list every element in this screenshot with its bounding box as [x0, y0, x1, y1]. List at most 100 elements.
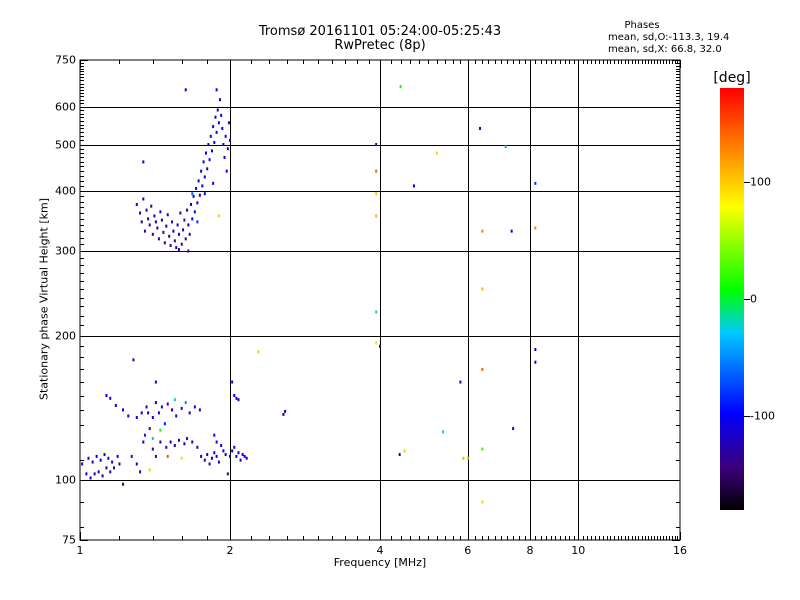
data-point	[139, 470, 142, 474]
data-point	[89, 476, 92, 480]
data-point	[226, 147, 229, 151]
data-point	[150, 204, 153, 208]
data-point	[237, 451, 240, 455]
data-point	[233, 445, 236, 449]
data-point	[203, 175, 206, 179]
data-point	[168, 234, 171, 238]
data-point	[162, 230, 165, 234]
data-point	[224, 453, 227, 457]
data-point	[157, 411, 160, 415]
data-point	[223, 155, 226, 159]
data-point	[204, 151, 207, 155]
data-point	[159, 428, 162, 432]
data-point	[399, 85, 402, 89]
data-point	[165, 445, 168, 449]
data-point	[222, 449, 225, 453]
data-point	[212, 125, 215, 129]
data-point	[481, 500, 484, 504]
data-point	[217, 121, 220, 125]
data-point	[193, 405, 196, 409]
data-point	[462, 456, 465, 460]
data-point	[163, 241, 166, 245]
data-point	[210, 456, 213, 460]
data-point	[241, 453, 244, 457]
data-point	[139, 211, 142, 215]
data-point	[375, 341, 378, 345]
data-point	[481, 287, 484, 291]
data-point	[95, 454, 98, 458]
data-point	[197, 179, 200, 183]
data-point	[186, 437, 189, 441]
data-point	[441, 430, 444, 434]
data-point	[169, 440, 172, 444]
data-point	[154, 454, 157, 458]
data-point	[222, 143, 225, 147]
x-tick-label: 8	[526, 544, 534, 557]
data-point	[105, 466, 108, 470]
data-point	[231, 380, 234, 384]
phases-stats-x-mode: mean, sd,X: 66.8, 32.0	[608, 44, 722, 55]
data-point	[135, 462, 138, 466]
phases-stats-o-mode: mean, sd,O:-113.3, 19.4	[608, 32, 730, 43]
data-point	[171, 220, 174, 224]
phases-stats-title: Phases	[624, 20, 660, 31]
data-point	[375, 214, 378, 218]
data-point	[142, 440, 145, 444]
data-point	[127, 414, 130, 418]
data-point	[189, 202, 192, 206]
colorbar-label: [deg]	[713, 70, 751, 86]
data-point	[510, 229, 513, 233]
data-point	[151, 415, 154, 419]
data-point	[145, 208, 148, 212]
data-point	[379, 344, 381, 348]
data-point	[479, 126, 482, 130]
y-tick-label: 300	[55, 244, 76, 258]
data-point	[173, 239, 176, 243]
y-tick-label: 200	[55, 329, 76, 343]
data-point	[198, 193, 201, 197]
data-point	[481, 447, 484, 451]
data-point	[229, 454, 231, 458]
data-point	[191, 217, 194, 221]
data-point	[111, 460, 114, 464]
data-point	[215, 130, 218, 134]
data-point	[210, 149, 213, 153]
x-tick-label: 1	[76, 544, 84, 557]
data-point	[101, 474, 104, 478]
data-point	[154, 380, 157, 384]
data-point	[534, 226, 537, 230]
data-point	[109, 396, 112, 400]
data-point	[196, 201, 199, 205]
data-point	[180, 242, 183, 246]
data-point	[135, 202, 138, 206]
data-point	[207, 143, 210, 147]
data-point	[85, 472, 88, 476]
data-point	[173, 444, 176, 448]
data-point	[107, 456, 110, 460]
data-point	[226, 472, 229, 476]
data-point	[215, 454, 218, 458]
data-point	[245, 456, 248, 460]
colorbar	[720, 88, 744, 510]
data-point	[206, 453, 209, 457]
data-point	[97, 470, 100, 474]
data-point	[180, 456, 183, 460]
colorbar-tick-label: -100	[750, 409, 775, 423]
y-axis-label: Stationary phase Virtual Height [km]	[37, 197, 51, 401]
data-point	[166, 402, 169, 406]
data-point	[198, 408, 201, 412]
data-point	[188, 411, 191, 415]
data-point	[459, 380, 462, 384]
data-point	[172, 229, 175, 233]
data-point	[504, 145, 507, 149]
data-point	[130, 454, 133, 458]
data-point	[202, 160, 205, 164]
x-tick-label: 16	[673, 544, 687, 557]
x-tick-label: 2	[226, 544, 234, 557]
data-point	[147, 217, 150, 221]
data-point	[215, 440, 218, 444]
data-point	[151, 232, 154, 236]
data-point	[375, 169, 378, 173]
data-point	[112, 466, 115, 470]
